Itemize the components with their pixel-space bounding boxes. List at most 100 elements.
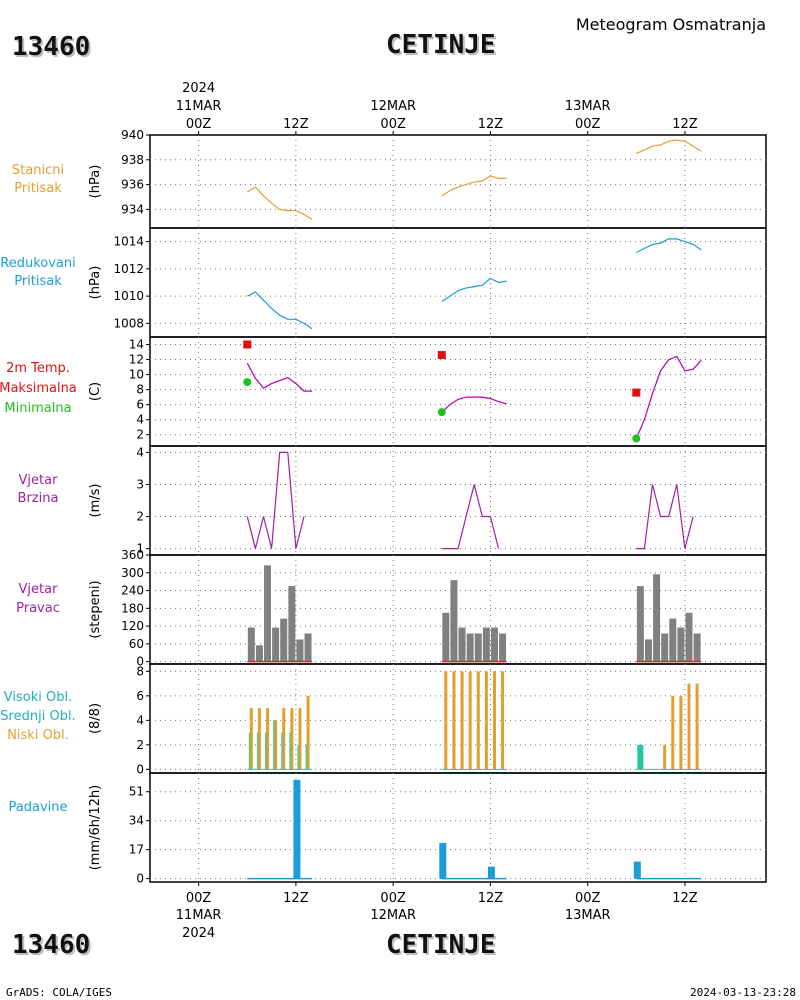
y-tick-label: 2 xyxy=(136,510,144,524)
series-line xyxy=(441,484,500,550)
direction-bar xyxy=(272,627,280,662)
low-cloud-bar xyxy=(444,671,448,770)
panel-precipitation: 0 17 34 51 (mm/6h/12h) Padavine xyxy=(9,772,767,886)
panel-frame xyxy=(149,134,767,229)
y-tick-label: 4 xyxy=(136,413,144,427)
y-tick-label: 1010 xyxy=(113,289,144,303)
top-hour-label: 00Z xyxy=(575,117,601,132)
low-cloud-bar xyxy=(452,671,456,770)
direction-bar xyxy=(644,639,652,662)
footer-timestamp: 2024-03-13-23:28 xyxy=(690,986,796,999)
direction-bar xyxy=(280,618,288,662)
panel-reduced-pressure: 1008 1010 1012 1014 (hPa) Redukovani Pritisak xyxy=(0,227,767,338)
bottom-hour-label: 00Z xyxy=(380,891,406,906)
panel-label: Pritisak xyxy=(14,181,62,196)
low-cloud-bar xyxy=(290,708,294,770)
y-tick-label: 10 xyxy=(129,368,144,382)
panel-label: Srednji Obl. xyxy=(0,709,75,724)
direction-bar xyxy=(296,639,304,662)
direction-bar xyxy=(247,627,255,662)
direction-bar xyxy=(499,633,507,662)
y-tick-label: 2 xyxy=(136,738,144,752)
low-cloud-bar xyxy=(266,708,270,770)
direction-bar xyxy=(685,612,693,662)
series-line xyxy=(246,451,305,549)
panel-label: Vjetar xyxy=(19,473,59,488)
series-line xyxy=(441,175,507,197)
mid-cloud-bar xyxy=(273,720,276,770)
panel-label: Niski Obl. xyxy=(7,728,69,743)
top-hour-label: 12Z xyxy=(283,117,309,132)
mid-cloud-bar xyxy=(281,732,284,770)
panel-label: Pravac xyxy=(16,601,60,616)
y-axis-title: (mm/6h/12h) xyxy=(88,785,103,871)
y-axis-title: (hPa) xyxy=(88,165,103,199)
top-day-label: 11MAR xyxy=(176,99,222,114)
y-tick-label: 0 xyxy=(136,655,144,669)
panel-label: Vjetar xyxy=(19,582,59,597)
top-hour-label: 12Z xyxy=(672,117,698,132)
series-line xyxy=(246,363,313,392)
min-temp-marker xyxy=(437,408,446,417)
panel-station-pressure: 934 936 938 940 (hPa) Stanicni Pritisak xyxy=(12,128,767,229)
y-tick-label: 1 xyxy=(136,542,144,556)
precip-bar xyxy=(439,842,447,879)
y-axis-title: (C) xyxy=(88,382,103,401)
low-cloud-bar xyxy=(468,671,472,770)
bottom-hour-label: 12Z xyxy=(478,891,504,906)
low-cloud-bar xyxy=(671,695,675,770)
y-tick-label: 6 xyxy=(136,689,144,703)
top-year-label: 2024 xyxy=(182,81,215,96)
y-tick-label: 12 xyxy=(129,353,144,367)
low-cloud-bar xyxy=(476,671,480,770)
panel-frame xyxy=(149,445,767,556)
series-line xyxy=(636,238,702,254)
series-line xyxy=(441,396,507,413)
min-temp-marker xyxy=(632,434,641,443)
bottom-hour-label: 12Z xyxy=(283,891,309,906)
series-line xyxy=(636,484,694,550)
y-tick-label: 360 xyxy=(121,548,144,562)
y-tick-label: 0 xyxy=(136,872,144,886)
footer-station-name-shadow: CETINJE xyxy=(388,932,498,962)
y-tick-label: 0 xyxy=(136,762,144,776)
precip-bar xyxy=(633,861,641,879)
panel-label: Pritisak xyxy=(14,274,62,289)
footer-credit: GrADS: COLA/IGES xyxy=(6,986,112,999)
y-axis-title: (m/s) xyxy=(88,484,103,518)
y-tick-label: 8 xyxy=(136,383,144,397)
y-axis-title: (hPa) xyxy=(88,266,103,300)
precip-bar xyxy=(293,779,301,879)
panel-clouds: 0 2 4 6 8 (8/8) Visoki Obl. Srednji Obl. Niski O… xyxy=(0,663,767,776)
max-temp-marker xyxy=(632,388,641,397)
bottom-axis-line xyxy=(150,882,766,883)
top-day-label: 13MAR xyxy=(565,99,611,114)
y-tick-label: 2 xyxy=(136,428,144,442)
panel-label: Brzina xyxy=(18,491,59,506)
low-cloud-bar xyxy=(484,671,488,770)
direction-bar xyxy=(661,633,669,662)
panel-label: Maksimalna xyxy=(0,381,77,396)
series-line xyxy=(246,186,313,220)
max-temp-marker xyxy=(243,340,252,349)
y-tick-label: 1014 xyxy=(113,235,144,249)
low-cloud-bar xyxy=(687,683,691,770)
min-temp-marker xyxy=(243,378,252,387)
low-cloud-bar xyxy=(274,720,278,770)
high-cloud-bar xyxy=(637,744,644,770)
y-tick-label: 34 xyxy=(129,814,144,828)
bottom-day-label: 12MAR xyxy=(370,908,416,923)
low-cloud-bar xyxy=(460,671,464,770)
station-id: 13460 xyxy=(12,32,90,62)
y-tick-label: 4 xyxy=(136,713,144,727)
y-tick-label: 4 xyxy=(136,445,144,459)
direction-bar xyxy=(288,586,296,662)
y-tick-label: 17 xyxy=(129,843,144,857)
low-cloud-bar xyxy=(663,744,667,770)
panel-label: Padavine xyxy=(9,800,68,815)
y-tick-label: 240 xyxy=(121,584,144,598)
y-tick-label: 938 xyxy=(121,153,144,167)
top-hour-label: 12Z xyxy=(478,117,504,132)
